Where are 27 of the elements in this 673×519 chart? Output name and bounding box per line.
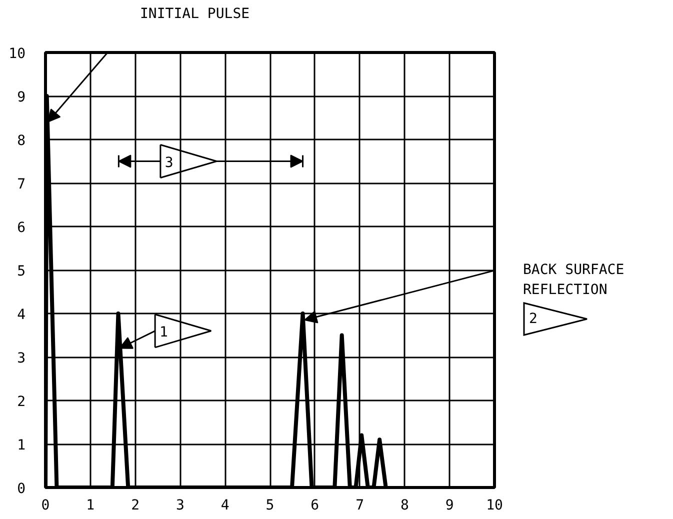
x-tick-label: 5 <box>266 498 274 514</box>
x-tick-label: 7 <box>356 498 364 514</box>
x-tick-label: 6 <box>310 498 320 514</box>
y-tick-label: 7 <box>17 176 26 192</box>
y-tick-label: 10 <box>8 46 26 62</box>
text: 2 <box>529 310 538 329</box>
y-tick-label: 0 <box>17 481 26 497</box>
x-tick-label: 0 <box>41 498 50 514</box>
y-tick-label: 4 <box>17 307 26 323</box>
annotation: BACK SURFACE REFLECTION <box>523 261 624 300</box>
x-tick-label: 10 <box>486 498 503 514</box>
annotation: 3 <box>164 154 174 171</box>
y-tick-label: 2 <box>17 394 26 410</box>
annotation: 1 <box>160 324 168 340</box>
x-tick-label: 8 <box>400 498 409 514</box>
x-tick-label: 4 <box>220 498 230 514</box>
y-tick-label: 8 <box>17 133 26 149</box>
x-tick-label: 2 <box>131 498 140 514</box>
y-tick-label: 6 <box>17 220 26 236</box>
y-tick-label: 1 <box>17 438 26 454</box>
annotation: INITIAL PULSE <box>140 5 250 24</box>
x-tick-label: 9 <box>445 498 454 514</box>
x-tick-label: 3 <box>176 498 184 514</box>
x-tick-label: 1 <box>86 498 95 514</box>
y-tick-label: 5 <box>17 264 26 280</box>
y-tick-label: 9 <box>17 90 26 106</box>
y-tick-label: 3 <box>17 350 26 366</box>
